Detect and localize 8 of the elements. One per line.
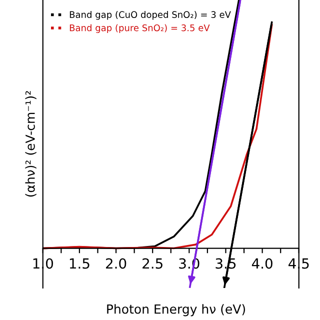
x-tick-label: 4.0 <box>252 258 272 269</box>
x-tick-label: 2.5 <box>142 258 162 269</box>
x-tick-label: 1.5 <box>70 258 90 269</box>
legend-label: Band gap (CuO doped SnO₂) = 3 eV <box>70 11 231 20</box>
x-tick-label: 2.0 <box>106 258 126 269</box>
x-axis-title: Photon Energy hν (eV) <box>107 304 246 316</box>
y-axis-title: (αhν)² (eV-cm⁻¹)² <box>25 91 36 197</box>
legend-label: Band gap (pure SnO₂) = 3.5 eV <box>70 24 210 33</box>
